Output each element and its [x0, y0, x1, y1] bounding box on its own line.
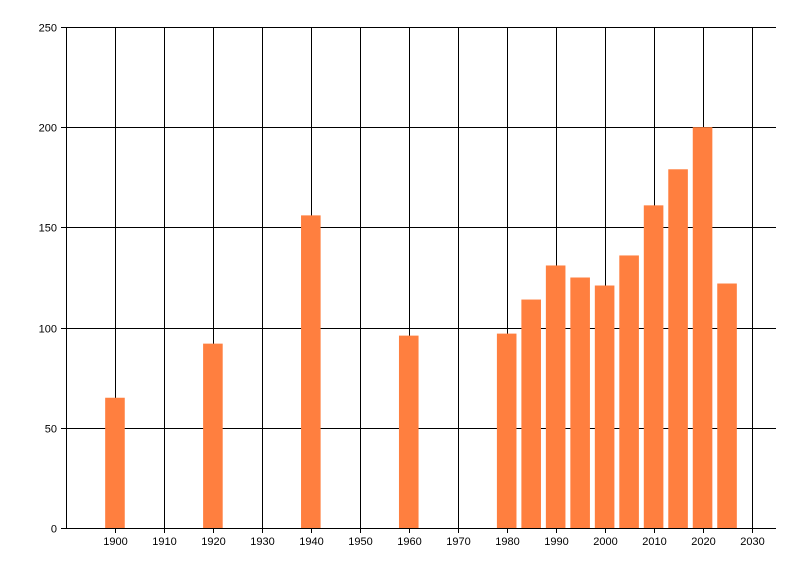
- bars: [105, 127, 737, 528]
- y-tick-label: 100: [39, 324, 57, 336]
- bar: [521, 299, 541, 528]
- y-tick-label: 50: [45, 424, 57, 436]
- bar: [643, 205, 664, 528]
- bar: [301, 215, 321, 528]
- x-tick-label: 2000: [593, 536, 617, 548]
- x-tick-label: 2030: [740, 536, 764, 548]
- bar: [594, 285, 615, 528]
- bar: [570, 277, 590, 528]
- bar: [717, 283, 737, 528]
- x-tick-label: 2020: [691, 536, 715, 548]
- bar: [668, 169, 688, 528]
- y-tick-labels: 0 50 100 150 200 250: [39, 23, 57, 536]
- y-tick-label: 0: [51, 524, 57, 536]
- x-tick-label: 2010: [642, 536, 666, 548]
- x-tick-label: 1920: [201, 536, 225, 548]
- x-tick-label: 1930: [250, 536, 274, 548]
- y-tick-label: 250: [39, 23, 57, 35]
- x-tick-label: 1990: [544, 536, 568, 548]
- y-tick-label: 150: [39, 223, 57, 235]
- bar: [105, 397, 125, 528]
- x-tick-label: 1970: [446, 536, 470, 548]
- bar: [496, 333, 517, 528]
- bar: [203, 343, 223, 528]
- bar: [619, 255, 639, 528]
- x-tick-label: 1900: [103, 536, 127, 548]
- x-tick-label: 1910: [152, 536, 176, 548]
- bar: [692, 127, 713, 528]
- x-tick-label: 1980: [495, 536, 519, 548]
- x-tick-label: 1940: [299, 536, 323, 548]
- axes: [66, 27, 776, 529]
- y-tick-label: 200: [39, 123, 57, 135]
- x-tick-labels: 1900 1910 1920 1930 1940 1950 1960 1970 1980 1990…: [103, 536, 764, 548]
- x-tick-label: 1960: [397, 536, 421, 548]
- x-tick-label: 1950: [348, 536, 372, 548]
- bar: [545, 265, 566, 528]
- bar: [398, 335, 419, 528]
